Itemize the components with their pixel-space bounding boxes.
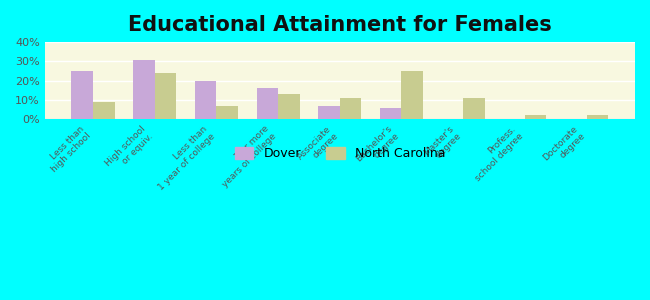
Title: Educational Attainment for Females: Educational Attainment for Females bbox=[128, 15, 552, 35]
Bar bbox=[195, 81, 216, 119]
Bar bbox=[257, 88, 278, 119]
Bar bbox=[278, 94, 300, 119]
Bar bbox=[72, 71, 93, 119]
Bar bbox=[525, 115, 547, 119]
Bar bbox=[463, 98, 485, 119]
Bar bbox=[93, 102, 114, 119]
Bar bbox=[402, 71, 423, 119]
Bar bbox=[340, 98, 361, 119]
Bar bbox=[586, 115, 608, 119]
Bar bbox=[155, 73, 176, 119]
Legend: Dover, North Carolina: Dover, North Carolina bbox=[229, 142, 450, 165]
Bar bbox=[133, 60, 155, 119]
Bar bbox=[380, 108, 402, 119]
Bar bbox=[318, 106, 340, 119]
Bar bbox=[216, 106, 238, 119]
